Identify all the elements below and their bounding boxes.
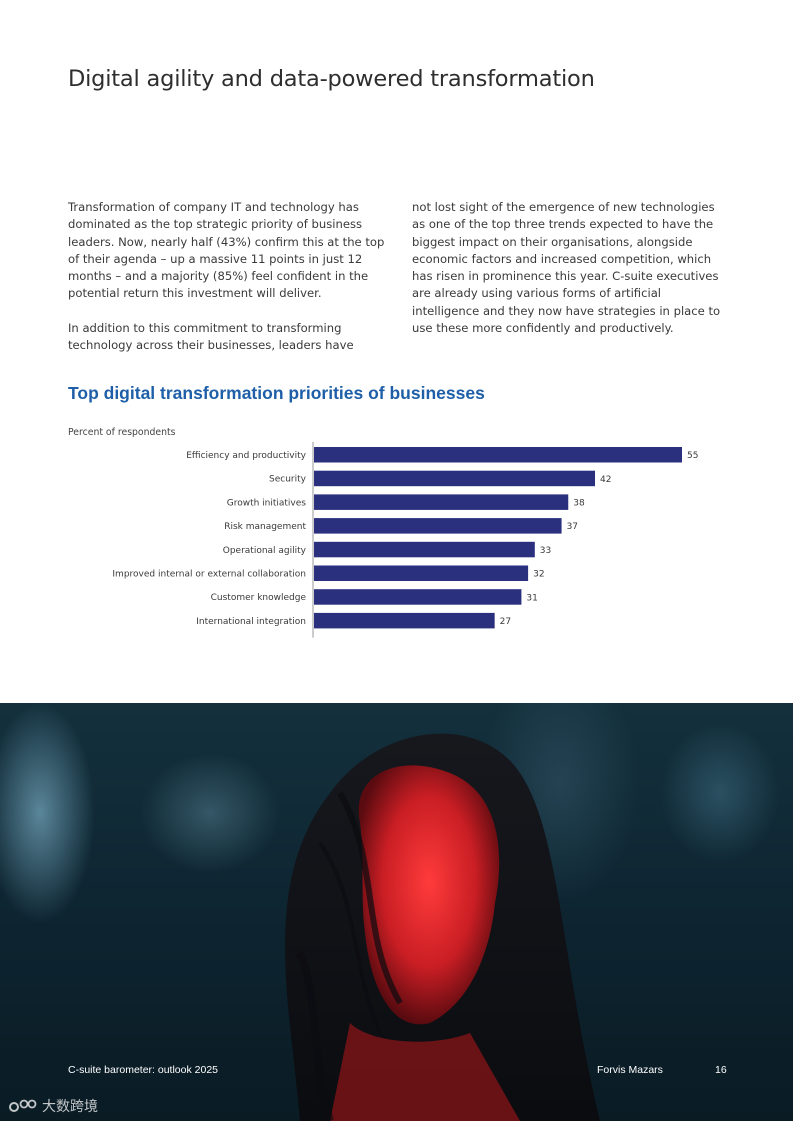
value-label: 32 (533, 570, 544, 580)
category-label: Customer knowledge (211, 593, 307, 603)
body-paragraph: not lost sight of the emergence of new t… (412, 200, 721, 336)
page-title: Digital agility and data-powered transfo… (68, 66, 595, 92)
bar (314, 518, 562, 534)
value-label: 37 (567, 522, 578, 532)
watermark-text: 大数跨境 (42, 1099, 98, 1115)
bar (314, 589, 522, 605)
bar (314, 612, 495, 629)
category-label: Security (269, 475, 307, 485)
category-label: International integration (196, 617, 306, 627)
bar (314, 494, 569, 510)
bar (314, 541, 535, 558)
bar (314, 470, 596, 487)
chart-axis-label: Percent of respondents (68, 427, 176, 438)
bar (314, 565, 529, 581)
bar (314, 447, 682, 463)
watermark: 大数跨境 (8, 1096, 98, 1116)
category-label: Growth initiatives (227, 498, 307, 508)
value-label: 27 (500, 617, 511, 627)
value-label: 38 (573, 498, 585, 508)
bar-chart: Efficiency and productivity 55 Security 42 G… (112, 442, 698, 638)
value-label: 33 (540, 546, 551, 556)
value-label: 31 (526, 593, 537, 603)
footer-publication: C-suite barometer: outlook 2025 (68, 1064, 218, 1076)
page-number: 16 (715, 1064, 727, 1076)
body-column-right: not lost sight of the emergence of new t… (412, 199, 726, 355)
hero-photo (0, 703, 793, 1121)
body-paragraph: Transformation of company IT and technol… (68, 200, 385, 301)
body-column-left: Transformation of company IT and technol… (68, 199, 386, 372)
value-label: 42 (600, 475, 611, 485)
body-paragraph: In addition to this commitment to transf… (68, 321, 354, 353)
category-label: Efficiency and productivity (186, 451, 306, 461)
footer-brand: Forvis Mazars (597, 1064, 663, 1076)
value-label: 55 (687, 451, 698, 461)
category-label: Risk management (224, 522, 306, 532)
chart-title: Top digital transformation priorities of… (68, 383, 485, 403)
watermark-logo-icon (9, 1099, 37, 1112)
category-label: Improved internal or external collaborat… (112, 569, 306, 579)
portrait-illustration (285, 733, 600, 1121)
category-label: Operational agility (223, 546, 307, 556)
